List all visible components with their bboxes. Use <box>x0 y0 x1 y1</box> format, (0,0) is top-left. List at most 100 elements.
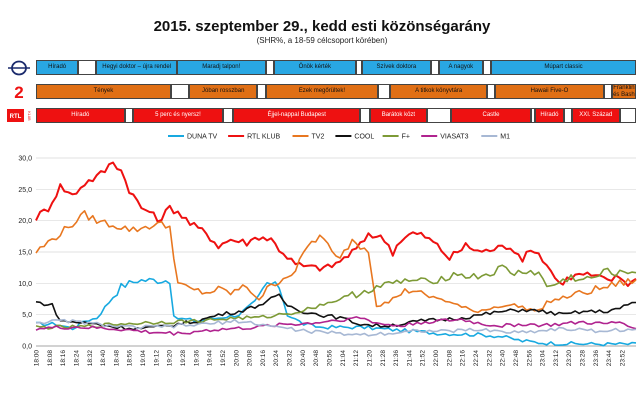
chart-grid <box>36 157 636 347</box>
rtl-schedule-row: Híradó 5 perc és nyersz! Éjjel-nappal Buda… <box>36 108 636 123</box>
rtl-schedule-gap <box>426 108 451 123</box>
duna-program-block: Szívek doktora <box>362 60 431 75</box>
x-tick-label: 23:20 <box>566 350 573 367</box>
chart-subtitle: (SHR%, a 18-59 célcsoport körében) <box>256 36 388 45</box>
series-line <box>35 264 637 330</box>
x-tick-label: 20:48 <box>313 350 320 367</box>
x-tick-label: 21:52 <box>420 350 427 367</box>
legend-entry: VIASAT3 <box>440 134 468 141</box>
x-tick-label: 22:56 <box>526 350 533 367</box>
x-tick-label: 20:24 <box>273 350 280 367</box>
y-tick-label: 25,0 <box>18 187 32 194</box>
x-tick-label: 18:40 <box>100 350 107 367</box>
rtl-program-block: Híradó <box>535 108 564 123</box>
rtl-schedule-gap <box>563 108 572 123</box>
series-line <box>35 210 637 314</box>
x-tick-label: 22:40 <box>500 350 507 367</box>
duna-schedule-gap <box>482 60 492 75</box>
tv2-program-block: Ezek megőrültek! <box>265 84 379 99</box>
x-tick-label: 21:28 <box>380 350 387 367</box>
x-tick-label: 18:24 <box>73 350 80 367</box>
rtl-program-block: Híradó <box>36 108 125 123</box>
duna-program-block: Hegyi doktor – újra rendel <box>96 60 177 75</box>
rtl-schedule-gap <box>124 108 133 123</box>
y-tick-label: 20,0 <box>18 218 32 225</box>
tv2-program-block: A titkok könyvtára <box>390 84 487 99</box>
x-tick-label: 19:52 <box>220 350 227 367</box>
x-tick-label: 21:04 <box>340 350 347 367</box>
x-tick-label: 20:32 <box>287 350 294 367</box>
rtl-program-block: Barátok közt <box>370 108 427 123</box>
x-tick-label: 22:24 <box>473 350 480 367</box>
series-line <box>35 318 637 337</box>
tv2-schedule-gap <box>378 84 391 99</box>
tv2-schedule-gap <box>170 84 189 99</box>
y-tick-label: 10,0 <box>18 281 32 288</box>
x-tick-label: 23:04 <box>540 350 547 367</box>
x-tick-label: 20:08 <box>247 350 254 367</box>
chart-title: 2015. szeptember 29., kedd esti közönség… <box>153 18 491 35</box>
tv2-schedule-gap <box>603 84 612 99</box>
x-tick-label: 18:56 <box>127 350 134 367</box>
duna-schedule-gap <box>430 60 439 75</box>
x-tick-label: 20:16 <box>260 350 267 367</box>
legend-entry: RTL KLUB <box>247 134 280 141</box>
tv2-schedule-gap <box>487 84 496 99</box>
x-tick-label: 23:44 <box>606 350 613 367</box>
y-tick-label: 0,0 <box>22 344 32 351</box>
x-tick-label: 22:16 <box>460 350 467 367</box>
tv2-schedule-gap <box>257 84 266 99</box>
duna-schedule-row: Híradó Hegyi doktor – újra rendel Maradj t… <box>36 60 636 75</box>
x-tick-label: 19:12 <box>153 350 160 367</box>
tv2-logo-icon: 2 <box>14 83 23 102</box>
x-tick-label: 22:08 <box>446 350 453 367</box>
share-line-chart: DUNA TV RTL KLUB TV2 COOL F+ VIASAT3 M1 0,0 5,0… <box>18 134 637 367</box>
duna-logo-icon <box>8 60 30 76</box>
x-tick-label: 22:32 <box>486 350 493 367</box>
duna-program-block: A nagyok <box>438 60 483 75</box>
series-line <box>35 316 637 336</box>
x-tick-label: 19:44 <box>207 350 214 367</box>
duna-program-block: Múpart classic <box>491 60 636 75</box>
svg-text:2: 2 <box>14 83 23 102</box>
series-line <box>35 277 637 347</box>
series-line <box>35 161 637 287</box>
tv2-program-block: Jóban rosszban <box>189 84 258 99</box>
x-tick-label: 23:28 <box>580 350 587 367</box>
x-tick-label: 21:20 <box>366 350 373 367</box>
svg-text:RTL: RTL <box>10 114 22 120</box>
x-tick-label: 18:00 <box>34 350 41 367</box>
rtl-schedule-gap <box>531 108 536 123</box>
x-tick-label: 23:52 <box>620 350 627 367</box>
legend-entry: COOL <box>354 134 374 141</box>
duna-program-block: Maradj talpon! <box>176 60 266 75</box>
x-tick-label: 18:48 <box>113 350 120 367</box>
x-tick-label: 21:12 <box>353 350 360 367</box>
x-tick-label: 21:44 <box>406 350 413 367</box>
chart-series <box>35 161 637 347</box>
y-tick-label: 5,0 <box>22 312 32 319</box>
tv2-program-block: Franklin és Bash <box>611 84 636 99</box>
x-tick-label: 19:04 <box>140 350 147 367</box>
tv2-program-block: Hawaii Five-O <box>495 84 604 99</box>
y-tick-label: 15,0 <box>18 250 32 257</box>
legend-entry: F+ <box>402 134 410 141</box>
rtl-program-block: XXI. Század <box>571 108 620 123</box>
x-tick-label: 23:36 <box>593 350 600 367</box>
y-axis: 0,0 5,0 10,0 15,0 20,0 25,0 30,0 <box>18 156 32 351</box>
legend-entry: TV2 <box>312 134 325 141</box>
rtl-schedule-gap <box>223 108 234 123</box>
rtl-program-block: Éjjel-nappal Budapest <box>233 108 361 123</box>
rtl-program-block: Castle <box>450 108 532 123</box>
tv2-program-block: Tények <box>36 84 171 99</box>
tv2-schedule-row: Tények Jóban rosszban Ezek megőrültek! A ti… <box>36 84 636 99</box>
x-tick-label: 20:56 <box>327 350 334 367</box>
x-tick-label: 18:08 <box>47 350 54 367</box>
x-tick-label: 19:28 <box>180 350 187 367</box>
x-tick-label: 19:20 <box>167 350 174 367</box>
x-tick-label: 20:40 <box>300 350 307 367</box>
x-tick-label: 19:36 <box>193 350 200 367</box>
svg-text:KLUB: KLUB <box>27 111 31 121</box>
duna-schedule-gap <box>356 60 363 75</box>
legend-entry: DUNA TV <box>187 134 218 141</box>
